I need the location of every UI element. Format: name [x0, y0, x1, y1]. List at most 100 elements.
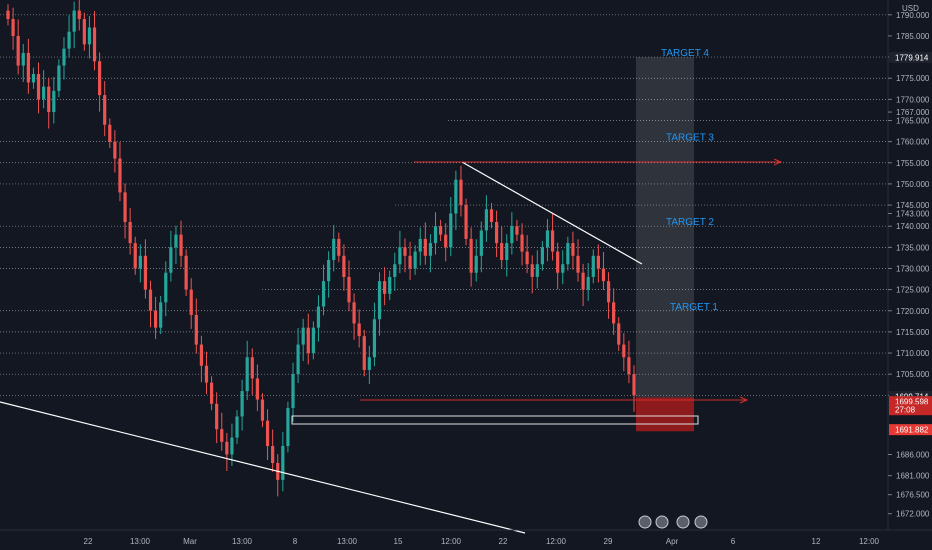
candle-body: [77, 10, 81, 20]
y-tick-label: 1790.000: [896, 11, 930, 20]
y-tick-label: 1785.000: [896, 32, 930, 41]
candle-body: [449, 213, 453, 248]
candle-body: [332, 238, 336, 261]
candle-body: [286, 408, 290, 447]
candle-body: [505, 243, 509, 261]
y-tick-label: 1735.000: [896, 243, 930, 252]
candle-body: [357, 323, 361, 337]
candle-body: [423, 238, 427, 256]
candle-body: [215, 403, 219, 430]
candle-body: [306, 327, 310, 354]
economic-events[interactable]: [638, 515, 708, 529]
candle-body: [561, 264, 565, 273]
candle-body: [179, 234, 183, 256]
candle-body: [153, 310, 158, 328]
candle-body: [271, 446, 275, 463]
y-tick-label: 1715.000: [896, 328, 930, 337]
x-tick-label: 22: [499, 537, 508, 546]
candle-body: [550, 230, 555, 252]
price-tag-value: 1699.598: [895, 398, 929, 407]
x-tick-label: 13:00: [232, 537, 253, 546]
candle-body: [128, 221, 132, 244]
candle-body: [123, 192, 127, 222]
price-tag: [889, 51, 932, 63]
y-tick-label: 1725.000: [896, 286, 930, 295]
candle-body: [484, 209, 489, 231]
candle-body: [133, 243, 137, 269]
candle-body: [347, 276, 351, 303]
event-flag-icon[interactable]: [694, 515, 708, 529]
horizontal-levels: [0, 14, 888, 396]
candle-body: [439, 226, 443, 235]
candle-body: [398, 247, 402, 265]
candle-body: [530, 264, 534, 277]
event-flag-icon[interactable]: [676, 515, 690, 529]
candle-body: [6, 10, 10, 20]
candle-body: [204, 365, 209, 383]
candle-body: [454, 179, 458, 214]
target-label: TARGET 2: [666, 217, 714, 228]
x-tick-label: 12:00: [859, 537, 880, 546]
candles: [6, 0, 636, 497]
candle-body: [159, 302, 163, 328]
candle-body: [510, 226, 514, 244]
candle-body: [189, 289, 193, 315]
event-flag-icon[interactable]: [638, 515, 652, 529]
y-tick-label: 1676.500: [896, 491, 930, 500]
time-axis: 22 13:00 Mar 13:00 8 13:00 15 12:00 22 12:00 29 Apr…: [0, 529, 932, 546]
x-tick-label: Apr: [666, 537, 679, 546]
candle-body: [220, 429, 224, 442]
price-axis: USD: [887, 0, 919, 530]
target-label: TARGET 4: [661, 48, 709, 59]
candle-body: [265, 420, 270, 447]
x-tick-label: 12:00: [546, 537, 567, 546]
candle-body: [311, 327, 315, 354]
currency-label: USD: [902, 4, 919, 13]
x-tick-label: 12:00: [441, 537, 462, 546]
candle-body: [591, 255, 595, 277]
candle-body: [209, 382, 214, 404]
candle-body: [296, 344, 300, 375]
candle-body: [576, 255, 580, 273]
x-tick-label: 13:00: [130, 537, 151, 546]
candle-body: [601, 268, 606, 282]
support-arrow-icon: [739, 396, 749, 404]
price-tag-value: 27:08: [895, 406, 916, 415]
y-tick-label: 1672.000: [896, 510, 930, 519]
y-axis-ticks: 1790.0001785.0001780.0001775.0001770.000…: [888, 11, 930, 519]
candle-body: [42, 86, 46, 100]
x-tick-label: 6: [731, 537, 736, 546]
candle-body: [418, 238, 422, 252]
candle-body: [596, 255, 600, 269]
y-tick-label: 1765.000: [896, 117, 930, 126]
candle-body: [362, 336, 366, 370]
candle-body: [500, 243, 504, 261]
target-zones: [636, 57, 694, 432]
price-tag: [889, 396, 932, 408]
y-tick-label: 1745.000: [896, 201, 930, 210]
candle-body: [474, 255, 478, 273]
y-tick-label: 1770.000: [896, 95, 930, 104]
candle-body: [367, 357, 371, 370]
price-tag: [889, 404, 932, 416]
demand-zone-box: [291, 415, 699, 425]
candle-body: [11, 19, 15, 36]
candle-body: [413, 251, 417, 269]
candle-body: [108, 124, 112, 142]
event-flag-icon[interactable]: [655, 515, 669, 529]
trend-line-lower: [0, 401, 526, 534]
x-tick-label: 22: [84, 537, 93, 546]
candle-body: [260, 399, 265, 421]
candle-body: [444, 234, 448, 248]
candle-body: [92, 27, 97, 62]
candle-body: [606, 281, 611, 303]
candle-body: [337, 238, 341, 256]
y-tick-label: 1710.000: [896, 349, 930, 358]
drawing-tools: [0, 158, 783, 534]
loss-zone: [636, 397, 694, 432]
candle-body: [540, 247, 544, 265]
candle-body: [47, 86, 51, 113]
candle-body: [479, 230, 483, 256]
